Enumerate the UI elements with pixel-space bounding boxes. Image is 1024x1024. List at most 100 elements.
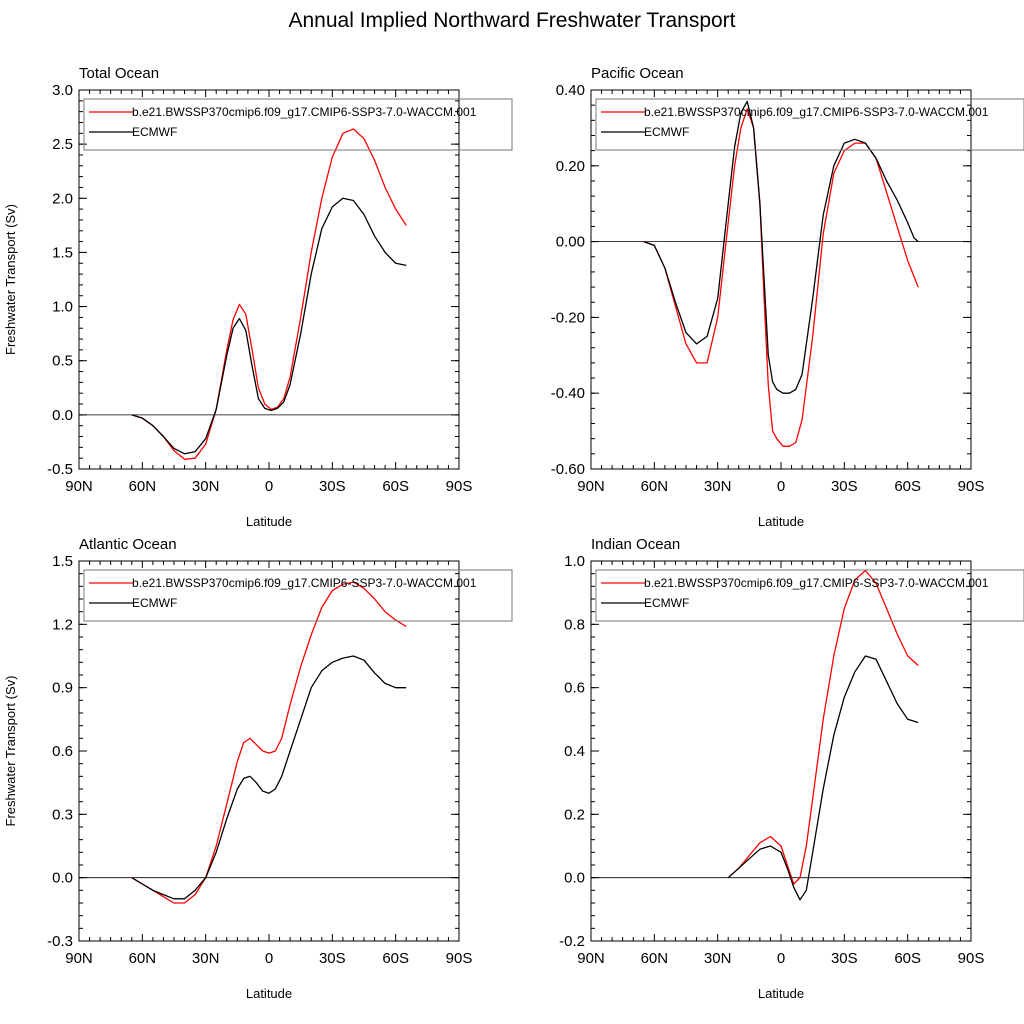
pacific-ocean-series-ecmwf-line <box>643 100 919 394</box>
atlantic-ocean-x-tick-label: 30N <box>192 950 220 967</box>
indian-ocean-x-tick-label: 30N <box>704 950 732 967</box>
total-ocean-frame <box>78 89 460 470</box>
total-ocean-y-tick-label: 0.5 <box>52 353 73 370</box>
indian-ocean-y-tick-label: 0.4 <box>564 743 585 760</box>
atlantic-ocean-x-tick-label: 0 <box>265 950 273 967</box>
pacific-ocean-legend: b.e21.BWSSP370cmip6.f09_g17.CMIP6-SSP3-7… <box>595 98 1024 151</box>
atlantic-ocean-title: Atlantic Ocean <box>79 536 177 553</box>
indian-ocean-legend: b.e21.BWSSP370cmip6.f09_g17.CMIP6-SSP3-7… <box>595 569 1024 622</box>
atlantic-ocean-y-tick-label: 0.3 <box>52 806 73 823</box>
total-ocean-x-axis-label: Latitude <box>246 514 292 529</box>
indian-ocean-x-tick-label: 90N <box>577 950 605 967</box>
total-ocean-y-tick-label: 2.5 <box>52 136 73 153</box>
pacific-ocean-y-tick-label: -0.60 <box>551 461 585 478</box>
total-ocean-x-tick-label: 30N <box>192 478 220 495</box>
total-ocean-x-tick-label: 90N <box>65 478 93 495</box>
indian-ocean-frame <box>590 560 972 942</box>
atlantic-ocean-legend-label: ECMWF <box>132 596 177 610</box>
total-ocean-legend-label: b.e21.BWSSP370cmip6.f09_g17.CMIP6-SSP3-7… <box>132 105 477 119</box>
indian-ocean-series-model-line <box>727 569 919 885</box>
pacific-ocean-frame <box>590 89 972 470</box>
total-ocean-y-tick-label: 1.0 <box>52 299 73 316</box>
pacific-ocean-series-model-line <box>643 108 919 447</box>
indian-ocean-series-ecmwf-line <box>727 655 919 901</box>
total-ocean-title: Total Ocean <box>79 65 159 82</box>
total-ocean-series-ecmwf-line <box>131 197 407 455</box>
pacific-ocean-y-tick-label: 0.40 <box>556 82 585 99</box>
atlantic-ocean-legend: b.e21.BWSSP370cmip6.f09_g17.CMIP6-SSP3-7… <box>83 569 513 622</box>
pacific-ocean-legend-label: ECMWF <box>644 125 689 139</box>
indian-ocean-y-tick-label: 0.0 <box>564 870 585 887</box>
indian-ocean-x-tick-label: 30S <box>831 950 858 967</box>
total-ocean-y-tick-label: 2.0 <box>52 190 73 207</box>
total-ocean-legend-box <box>83 98 513 151</box>
atlantic-ocean-y-tick-label: -0.3 <box>47 933 73 950</box>
atlantic-ocean-legend-box <box>83 569 513 622</box>
total-ocean-x-tick-label: 30S <box>319 478 346 495</box>
atlantic-ocean-x-tick-label: 60N <box>129 950 157 967</box>
total-ocean-panel: Total Ocean 90N 60N 30N 0 30S 60S 90S -0.5 0.0 0.5… <box>3 65 513 529</box>
total-ocean-y-tick-label: 0.0 <box>52 407 73 424</box>
atlantic-ocean-x-tick-label: 90S <box>446 950 473 967</box>
indian-ocean-y-tick-label: 1.0 <box>564 553 585 570</box>
pacific-ocean-x-tick-label: 60S <box>894 478 921 495</box>
panels: Total Ocean 90N 60N 30N 0 30S 60S 90S -0.5 0.0 0.5… <box>3 65 1024 1001</box>
atlantic-ocean-legend-label: b.e21.BWSSP370cmip6.f09_g17.CMIP6-SSP3-7… <box>132 576 477 590</box>
total-ocean-y-tick-label: -0.5 <box>47 461 73 478</box>
indian-ocean-x-axis-label: Latitude <box>758 986 804 1001</box>
total-ocean-legend-label: ECMWF <box>132 125 177 139</box>
atlantic-ocean-x-tick-label: 90N <box>65 950 93 967</box>
indian-ocean-x-tick-label: 0 <box>777 950 785 967</box>
pacific-ocean-x-tick-label: 30N <box>704 478 732 495</box>
total-ocean-x-tick-label: 60S <box>382 478 409 495</box>
pacific-ocean-legend-box <box>595 98 1024 151</box>
pacific-ocean-x-tick-label: 0 <box>777 478 785 495</box>
atlantic-ocean-x-axis-label: Latitude <box>246 986 292 1001</box>
pacific-ocean-y-tick-label: 0.00 <box>556 234 585 251</box>
atlantic-ocean-frame <box>78 560 460 942</box>
indian-ocean-x-tick-label: 60N <box>641 950 669 967</box>
atlantic-ocean-y-tick-label: 0.0 <box>52 870 73 887</box>
atlantic-ocean-y-tick-label: 1.5 <box>52 553 73 570</box>
indian-ocean-y-tick-label: 0.2 <box>564 806 585 823</box>
pacific-ocean-x-tick-label: 90S <box>958 478 985 495</box>
indian-ocean-title: Indian Ocean <box>591 536 680 553</box>
indian-ocean-legend-box <box>595 569 1024 622</box>
total-ocean-y-tick-label: 3.0 <box>52 82 73 99</box>
pacific-ocean-title: Pacific Ocean <box>591 65 684 82</box>
atlantic-ocean-y-tick-label: 0.9 <box>52 680 73 697</box>
total-ocean-y-axis-label: Freshwater Transport (Sv) <box>3 204 18 355</box>
pacific-ocean-x-tick-label: 90N <box>577 478 605 495</box>
figure-title: Annual Implied Northward Freshwater Tran… <box>288 9 735 32</box>
pacific-ocean-x-axis-label: Latitude <box>758 514 804 529</box>
atlantic-ocean-y-tick-label: 0.6 <box>52 743 73 760</box>
total-ocean-x-tick-label: 0 <box>265 478 273 495</box>
atlantic-ocean-panel: Atlantic Ocean 90N 60N 30N 0 30S 60S 90S -0.3 0.0… <box>3 536 513 1001</box>
pacific-ocean-y-tick-label: 0.20 <box>556 158 585 175</box>
total-ocean-legend: b.e21.BWSSP370cmip6.f09_g17.CMIP6-SSP3-7… <box>83 98 513 151</box>
indian-ocean-y-tick-label: 0.8 <box>564 616 585 633</box>
pacific-ocean-x-tick-label: 30S <box>831 478 858 495</box>
atlantic-ocean-y-axis-label: Freshwater Transport (Sv) <box>3 676 18 827</box>
pacific-ocean-y-tick-label: -0.20 <box>551 309 585 326</box>
atlantic-ocean-x-tick-label: 30S <box>319 950 346 967</box>
indian-ocean-x-tick-label: 90S <box>958 950 985 967</box>
indian-ocean-y-tick-label: 0.6 <box>564 680 585 697</box>
total-ocean-series-model-line <box>131 128 407 460</box>
pacific-ocean-legend-label: b.e21.BWSSP370cmip6.f09_g17.CMIP6-SSP3-7… <box>644 105 989 119</box>
pacific-ocean-y-tick-label: -0.40 <box>551 385 585 402</box>
total-ocean-y-tick-label: 1.5 <box>52 244 73 261</box>
atlantic-ocean-series-model-line <box>131 581 407 904</box>
indian-ocean-legend-label: ECMWF <box>644 596 689 610</box>
pacific-ocean-panel: Pacific Ocean 90N 60N 30N 0 30S 60S 90S -0.60 -0.… <box>551 65 1024 529</box>
atlantic-ocean-series-ecmwf-line <box>131 655 407 900</box>
indian-ocean-legend-label: b.e21.BWSSP370cmip6.f09_g17.CMIP6-SSP3-7… <box>644 576 989 590</box>
total-ocean-x-tick-label: 60N <box>129 478 157 495</box>
atlantic-ocean-x-tick-label: 60S <box>382 950 409 967</box>
pacific-ocean-x-tick-label: 60N <box>641 478 669 495</box>
atlantic-ocean-y-tick-label: 1.2 <box>52 616 73 633</box>
total-ocean-x-tick-label: 90S <box>446 478 473 495</box>
indian-ocean-x-tick-label: 60S <box>894 950 921 967</box>
indian-ocean-y-tick-label: -0.2 <box>559 933 585 950</box>
